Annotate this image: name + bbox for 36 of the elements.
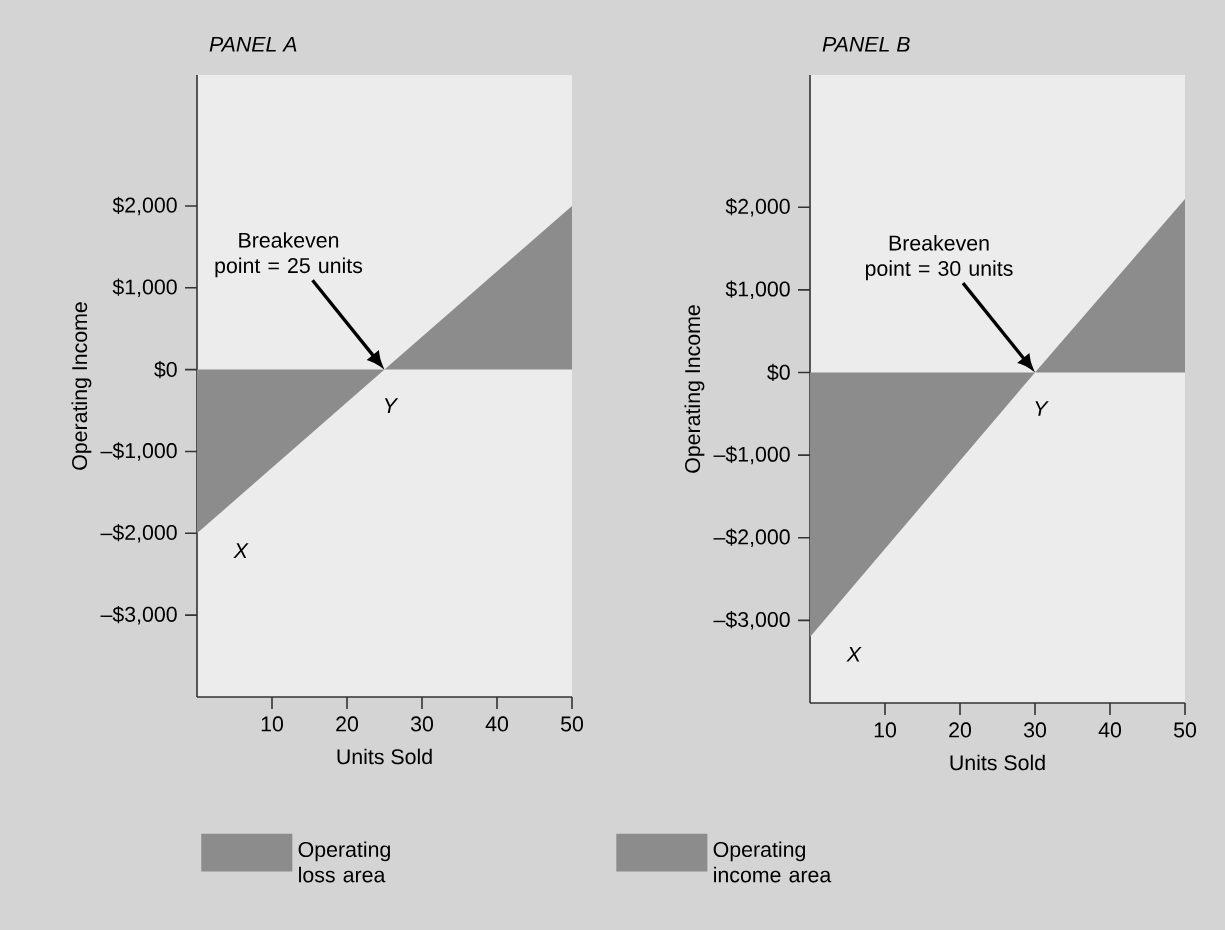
y-axis-title: Operating Income	[71, 302, 92, 470]
x-tick-label: 20	[336, 716, 359, 732]
annotation: Y	[1035, 401, 1049, 416]
y-tick-label: –$2,000	[100, 524, 177, 543]
y-tick-label: $0	[767, 363, 790, 382]
annotation: X	[233, 543, 249, 559]
x-tick-label: 10	[261, 716, 284, 732]
y-tick-label: –$3,000	[713, 611, 790, 630]
y-tick-label: $1,000	[112, 278, 177, 298]
annotation: Breakeven point = 25 units	[215, 232, 363, 278]
y-tick-label: $2,000	[725, 197, 790, 217]
legend-label: Operating income area	[713, 841, 832, 883]
x-axis-title: Units Sold	[950, 754, 1045, 771]
x-tick-label: 50	[561, 716, 584, 732]
x-axis-title: Units Sold	[337, 748, 432, 765]
annotation: Y	[384, 398, 399, 413]
y-axis-title: Operating Income	[684, 305, 705, 473]
y-tick-label: –$1,000	[100, 442, 177, 461]
y-tick-label: $1,000	[725, 280, 790, 300]
y-tick-label: –$3,000	[100, 605, 177, 625]
x-tick-label: 50	[1174, 722, 1197, 738]
x-tick-label: 40	[485, 716, 509, 732]
y-tick-label: –$2,000	[713, 528, 790, 547]
y-tick-label: $2,000	[112, 196, 177, 216]
annotation: Breakeven point = 30 units	[865, 234, 1013, 281]
annotation: X	[846, 646, 862, 662]
x-tick-label: 30	[410, 716, 434, 732]
x-tick-label: 40	[1098, 722, 1122, 738]
y-tick-label: $0	[154, 360, 177, 379]
y-tick-label: –$1,000	[713, 445, 790, 465]
x-tick-label: 20	[949, 722, 972, 738]
chart-title: PANEL B	[822, 36, 910, 52]
legend-label: Operating loss area	[298, 841, 390, 883]
chart-title: PANEL A	[209, 36, 297, 52]
x-tick-label: 10	[874, 722, 897, 738]
x-tick-label: 30	[1023, 722, 1047, 738]
